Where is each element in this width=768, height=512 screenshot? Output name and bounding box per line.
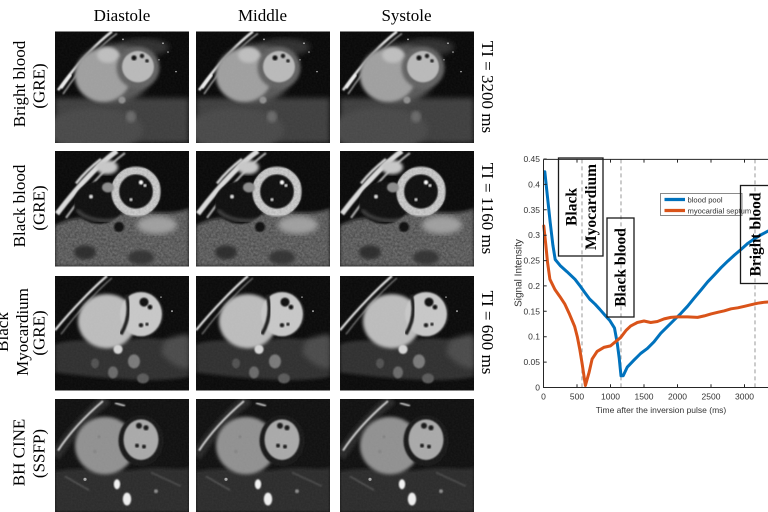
svg-text:0.15: 0.15: [523, 306, 540, 316]
svg-text:500: 500: [570, 392, 584, 402]
svg-text:Diastole: Diastole: [94, 6, 151, 25]
svg-text:Black: Black: [564, 188, 581, 226]
svg-text:0: 0: [535, 383, 540, 393]
svg-text:Systole: Systole: [381, 6, 431, 25]
svg-text:0: 0: [541, 392, 546, 402]
svg-text:0.3: 0.3: [528, 230, 540, 240]
svg-text:BH CINE: BH CINE: [10, 419, 29, 487]
svg-text:0.2: 0.2: [528, 281, 540, 291]
svg-text:myocardial septum: myocardial septum: [688, 206, 752, 215]
svg-text:0.45: 0.45: [523, 154, 540, 164]
svg-text:(GRE): (GRE): [30, 310, 49, 355]
svg-text:2000: 2000: [668, 392, 687, 402]
svg-text:0.1: 0.1: [528, 332, 540, 342]
svg-text:1000: 1000: [601, 392, 620, 402]
svg-text:2500: 2500: [702, 392, 721, 402]
svg-text:Black blood: Black blood: [10, 164, 29, 247]
svg-text:TI = 1160 ms: TI = 1160 ms: [478, 163, 497, 255]
svg-text:0.25: 0.25: [523, 256, 540, 266]
svg-text:TI = 3200 ms: TI = 3200 ms: [478, 41, 497, 133]
svg-text:Myocardium: Myocardium: [13, 288, 32, 376]
svg-text:Time after the inversion pulse: Time after the inversion pulse (ms): [596, 405, 727, 415]
svg-text:Bright blood: Bright blood: [748, 192, 765, 276]
svg-text:Signal Intensity: Signal Intensity: [514, 239, 525, 307]
svg-text:Middle: Middle: [238, 6, 287, 25]
svg-text:Bright blood: Bright blood: [10, 40, 29, 127]
svg-text:Black blood: Black blood: [613, 228, 630, 307]
svg-text:1500: 1500: [635, 392, 654, 402]
svg-text:0.4: 0.4: [528, 179, 540, 189]
svg-text:(GRE): (GRE): [30, 185, 49, 230]
svg-text:TI = 600 ms: TI = 600 ms: [478, 291, 497, 375]
svg-text:Black: Black: [0, 312, 12, 352]
svg-text:(SSFP): (SSFP): [30, 429, 49, 478]
svg-text:Myocardium: Myocardium: [583, 164, 600, 250]
svg-text:(GRE): (GRE): [30, 63, 49, 108]
svg-text:0.35: 0.35: [523, 205, 540, 215]
svg-text:3000: 3000: [735, 392, 754, 402]
svg-text:blood pool: blood pool: [688, 195, 723, 204]
svg-text:0.05: 0.05: [523, 357, 540, 367]
